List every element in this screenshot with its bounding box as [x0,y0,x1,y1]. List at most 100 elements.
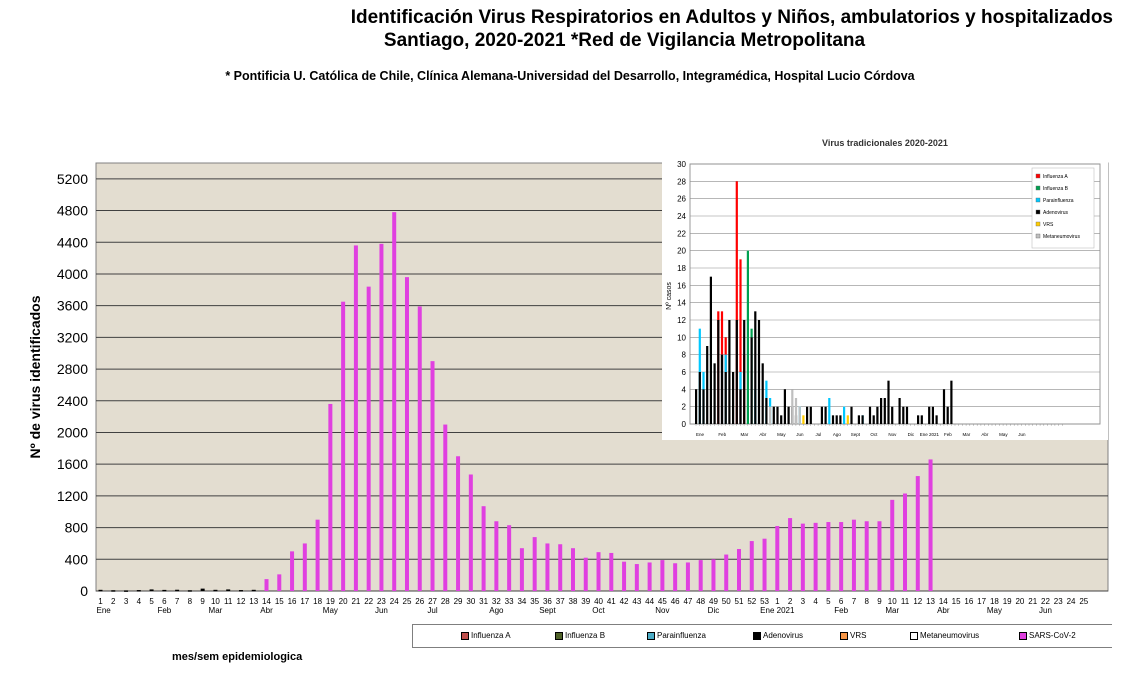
x-tick-label: 6 [839,597,844,606]
inset-y-tick-label: 18 [677,264,686,273]
inset-month-label: Abr [981,432,989,437]
x-tick-label: 35 [530,597,539,606]
x-tick-label: 32 [492,597,501,606]
x-tick-label: 17 [300,597,309,606]
x-tick-label: 30 [466,597,475,606]
x-tick-label: 2 [111,597,116,606]
inset-y-axis-label: Nº casos [666,282,673,310]
inset-bar-adenovirus [757,320,761,424]
inset-bar-influenza-a [735,181,738,424]
inset-bar-adenovirus [743,320,746,424]
bar-sars-cov-2 [315,519,320,591]
inset-bar-influenza-a [739,259,742,424]
month-label: Ago [489,606,504,615]
bar-sars-cov-2 [341,301,346,591]
inset-bar-adenovirus [835,415,838,424]
legend-swatch [647,631,655,640]
inset-bar-adenovirus [868,406,872,424]
inset-bar-adenovirus [717,320,720,424]
inset-bar-adenovirus [876,406,879,424]
x-tick-label: 20 [1015,597,1024,606]
inset-legend-label: Parainfluenza [1043,198,1074,204]
x-tick-label: 52 [747,597,756,606]
bar-sars-cov-2 [532,537,537,591]
inset-legend-label: Influenza B [1043,186,1069,192]
x-tick-label: 50 [722,597,731,606]
inset-chart-title: Virus tradicionales 2020-2021 [822,138,948,148]
inset-bar-metaneumovirus [769,406,772,424]
x-tick-label: 10 [888,597,897,606]
bar-sars-cov-2 [277,574,282,591]
bar-other-virus [226,589,231,591]
bar-sars-cov-2 [545,543,550,591]
x-tick-label: 46 [671,597,680,606]
x-tick-label: 10 [211,597,220,606]
inset-y-tick-label: 14 [677,299,686,308]
inset-month-label: Mar [741,432,749,437]
bar-sars-cov-2 [749,541,754,591]
inset-month-label: Ago [833,432,842,437]
bar-sars-cov-2 [328,403,333,591]
inset-y-tick-label: 0 [682,420,687,429]
inset-month-label: Ene 2021 [920,432,940,437]
inset-bar-adenovirus [754,311,757,424]
legend-item: Metaneumovirus [910,631,979,640]
bar-sars-cov-2 [685,562,690,591]
inset-legend-swatch [1035,185,1041,191]
inset-y-tick-label: 22 [677,229,686,238]
inset-month-label: Feb [944,432,952,437]
month-label: Jul [427,606,437,615]
bar-sars-cov-2 [839,522,844,591]
inset-y-tick-label: 8 [682,351,687,360]
x-tick-label: 49 [709,597,718,606]
x-tick-label: 11 [901,597,910,606]
month-label: May [987,606,1002,615]
bar-sars-cov-2 [290,551,295,591]
bar-sars-cov-2 [392,212,397,591]
inset-bar-adenovirus [728,320,731,424]
bar-sars-cov-2 [647,562,652,591]
legend-item: Parainfluenza [647,631,706,640]
month-label: Mar [885,606,899,615]
bar-sars-cov-2 [353,245,358,591]
bar-sars-cov-2 [609,552,614,591]
x-tick-label: 7 [175,597,180,606]
x-tick-label: 14 [939,597,948,606]
inset-bar-metaneumovirus [794,398,798,424]
inset-bar-adenovirus [739,389,742,424]
legend-item: Influenza A [461,631,511,640]
inset-bar-adenovirus [772,406,775,424]
month-label: Nov [655,606,669,615]
bar-other-virus [149,589,154,591]
y-tick-label: 400 [65,551,89,567]
x-tick-label: 41 [607,597,616,606]
main-legend: Influenza A Influenza B Parainfluenza Adeno… [412,624,1112,648]
bar-sars-cov-2 [737,548,741,591]
inset-y-tick-label: 6 [682,368,687,377]
inset-bar-adenovirus [872,415,875,424]
x-tick-label: 45 [658,597,667,606]
inset-bar-adenovirus [905,406,909,424]
bar-sars-cov-2 [762,538,767,591]
inset-month-label: Jun [796,432,804,437]
bar-sars-cov-2 [622,561,627,591]
inset-y-tick-label: 28 [677,177,686,186]
y-tick-label: 0 [80,583,88,599]
inset-bar-vrs [846,415,849,424]
x-tick-label: 27 [428,597,437,606]
x-tick-label: 1 [98,597,103,606]
inset-bar-influenza-b [746,250,749,424]
x-tick-label: 14 [262,597,271,606]
inset-month-label: Feb [718,432,726,437]
bar-other-virus [213,589,218,592]
inset-bar-adenovirus [928,406,931,424]
month-label: Ene 2021 [760,606,795,615]
inset-bar-adenovirus [720,354,724,424]
bar-sars-cov-2 [800,523,805,591]
inset-bar-parainfluenza [828,398,831,424]
x-tick-label: 16 [964,597,973,606]
inset-bar-vrs [802,415,805,424]
inset-bar-adenovirus [776,406,779,424]
bar-other-virus [200,588,205,591]
